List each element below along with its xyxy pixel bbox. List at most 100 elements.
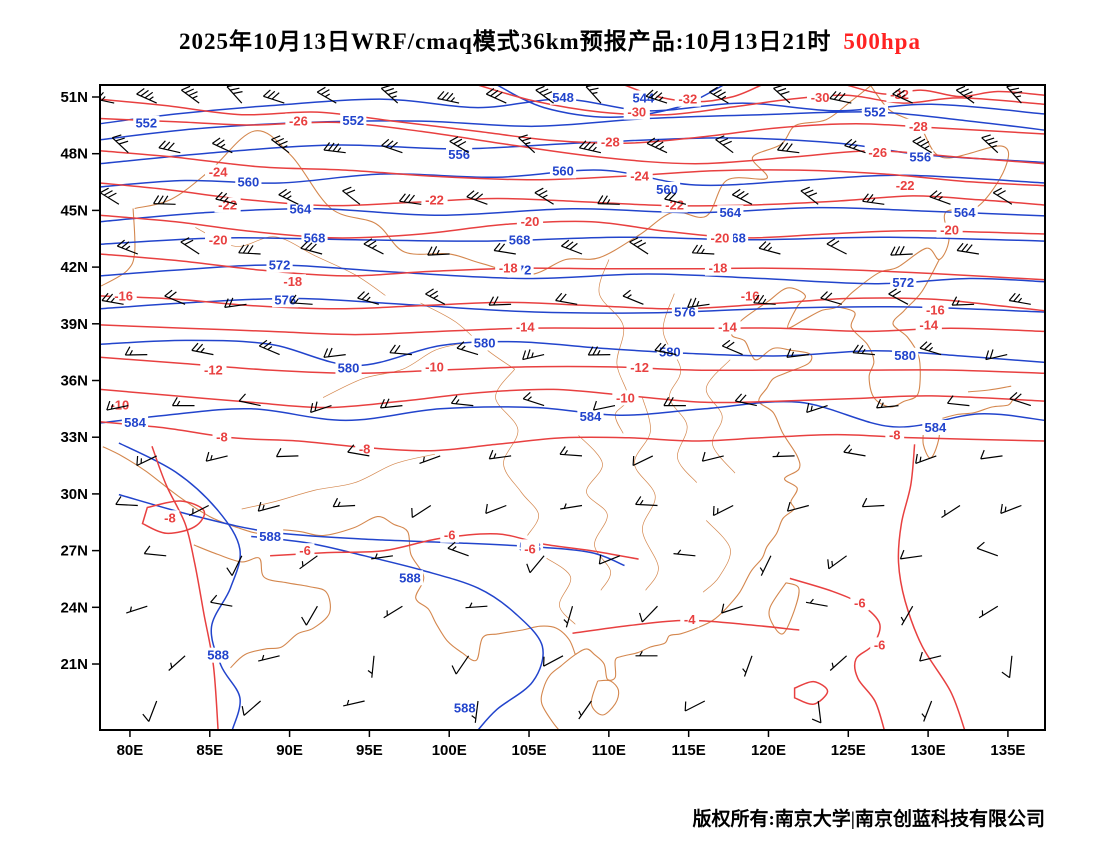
contour-label: -10 — [425, 359, 444, 374]
lon-label-125E: 125E — [831, 742, 866, 759]
wind-barb — [226, 555, 243, 576]
contour-label-halo — [355, 441, 374, 457]
wind-barb — [654, 342, 677, 356]
contour-label-halo — [922, 419, 949, 435]
wind-barb — [759, 555, 772, 576]
province-border — [241, 453, 435, 510]
wind-barb — [811, 700, 822, 724]
contour-label: -8 — [359, 441, 371, 456]
wind-barb — [363, 238, 384, 255]
contour-label: -16 — [114, 288, 133, 303]
wind-barb — [126, 605, 148, 614]
contour-label-halo — [706, 230, 734, 246]
wind-barb — [191, 342, 214, 356]
wind-barb — [919, 341, 942, 356]
wind-barb — [425, 288, 446, 305]
contour-label: -22 — [425, 192, 444, 207]
province-border — [495, 368, 539, 536]
wind-barb — [721, 339, 743, 356]
contour-label: -14 — [516, 319, 536, 334]
contour-label: 572 — [269, 257, 291, 272]
wind-barb — [158, 140, 181, 154]
contour-labels: 544 548 552 552 552 556 556 560 560 560 564 564 564 5… — [106, 87, 978, 716]
contour-label-halo — [915, 317, 942, 333]
wind-barb — [890, 245, 913, 256]
lon-label-110E: 110E — [592, 742, 626, 759]
wind-barb — [332, 497, 356, 508]
wind-barb — [381, 138, 403, 154]
contour-label-halo — [549, 89, 577, 105]
wind-barb — [258, 654, 280, 662]
contour-label-halo — [285, 113, 312, 129]
wind-barb — [290, 294, 313, 305]
contour-label-halo — [626, 360, 653, 376]
province-border — [322, 342, 466, 398]
contour-label: 556 — [909, 150, 931, 165]
wind-barb — [106, 400, 129, 411]
temp-contour--14 — [100, 324, 1045, 336]
lon-label-120E: 120E — [751, 742, 786, 759]
temp-contour--8 — [100, 420, 1045, 452]
contour-label: -20 — [711, 230, 730, 245]
wind-barb — [777, 142, 800, 154]
contour-label: 588 — [207, 648, 229, 663]
wind-barb — [753, 294, 776, 305]
contour-label: 568 — [509, 232, 531, 247]
wind-barb — [786, 501, 809, 512]
contour-label: 552 — [135, 116, 157, 131]
temp-contour--6 — [270, 532, 639, 560]
contour-label-halo — [612, 390, 639, 406]
wind-barb — [299, 555, 318, 570]
wind-barb — [258, 339, 280, 356]
coastline — [942, 399, 1014, 419]
contour-label-halo — [301, 230, 328, 246]
contour-label-halo — [214, 197, 241, 213]
wind-barb — [715, 135, 734, 154]
wind-barb — [449, 136, 469, 154]
lat-label-39N: 39N — [60, 316, 88, 333]
contour-label: -6 — [444, 528, 456, 543]
contour-label-halo — [516, 214, 544, 230]
wind-barb — [488, 449, 512, 460]
province-border — [546, 557, 576, 625]
wind-barb — [101, 292, 124, 305]
wind-barb — [563, 606, 574, 628]
coastline — [768, 582, 800, 635]
contour-label-halo — [212, 429, 232, 445]
wind-barb — [632, 455, 654, 467]
wind-barb — [347, 444, 370, 457]
contour-label-halo — [680, 612, 700, 628]
wind-barb — [664, 191, 687, 205]
contour-label: 580 — [474, 336, 496, 351]
contour-label: 544 — [633, 90, 655, 105]
contour-label: 560 — [238, 174, 260, 189]
contour-label: 560 — [552, 163, 574, 178]
lon-label-95E: 95E — [356, 742, 383, 759]
contour-label: 576 — [674, 305, 696, 320]
wind-barb — [437, 91, 460, 104]
contour-label: -20 — [940, 223, 959, 238]
wind-barb — [772, 451, 795, 458]
wind-barb — [380, 85, 399, 104]
contour-label-halo — [597, 134, 624, 150]
contour-label-halo — [704, 260, 732, 276]
wind-barb — [597, 195, 620, 205]
wind-barb — [466, 190, 488, 205]
wind-barb — [758, 241, 781, 255]
lat-label-42N: 42N — [60, 259, 88, 276]
contour-label-halo — [671, 304, 699, 320]
contour-label: -6 — [524, 541, 536, 556]
wind-barb — [1009, 391, 1031, 407]
wind-barb — [278, 188, 299, 205]
copyright-footer: 版权所有:南京大学|南京创蓝科技有限公司 — [692, 809, 1045, 830]
contour-label: 576 — [274, 292, 296, 307]
wind-barb — [534, 187, 554, 205]
contour-label-halo — [287, 201, 314, 217]
wind-barb — [635, 650, 658, 657]
wind-barb — [976, 541, 999, 557]
wind-barb — [585, 85, 602, 104]
wind-barb — [543, 655, 564, 667]
height-contour-588 — [118, 493, 625, 567]
lon-label-90E: 90E — [276, 742, 303, 759]
